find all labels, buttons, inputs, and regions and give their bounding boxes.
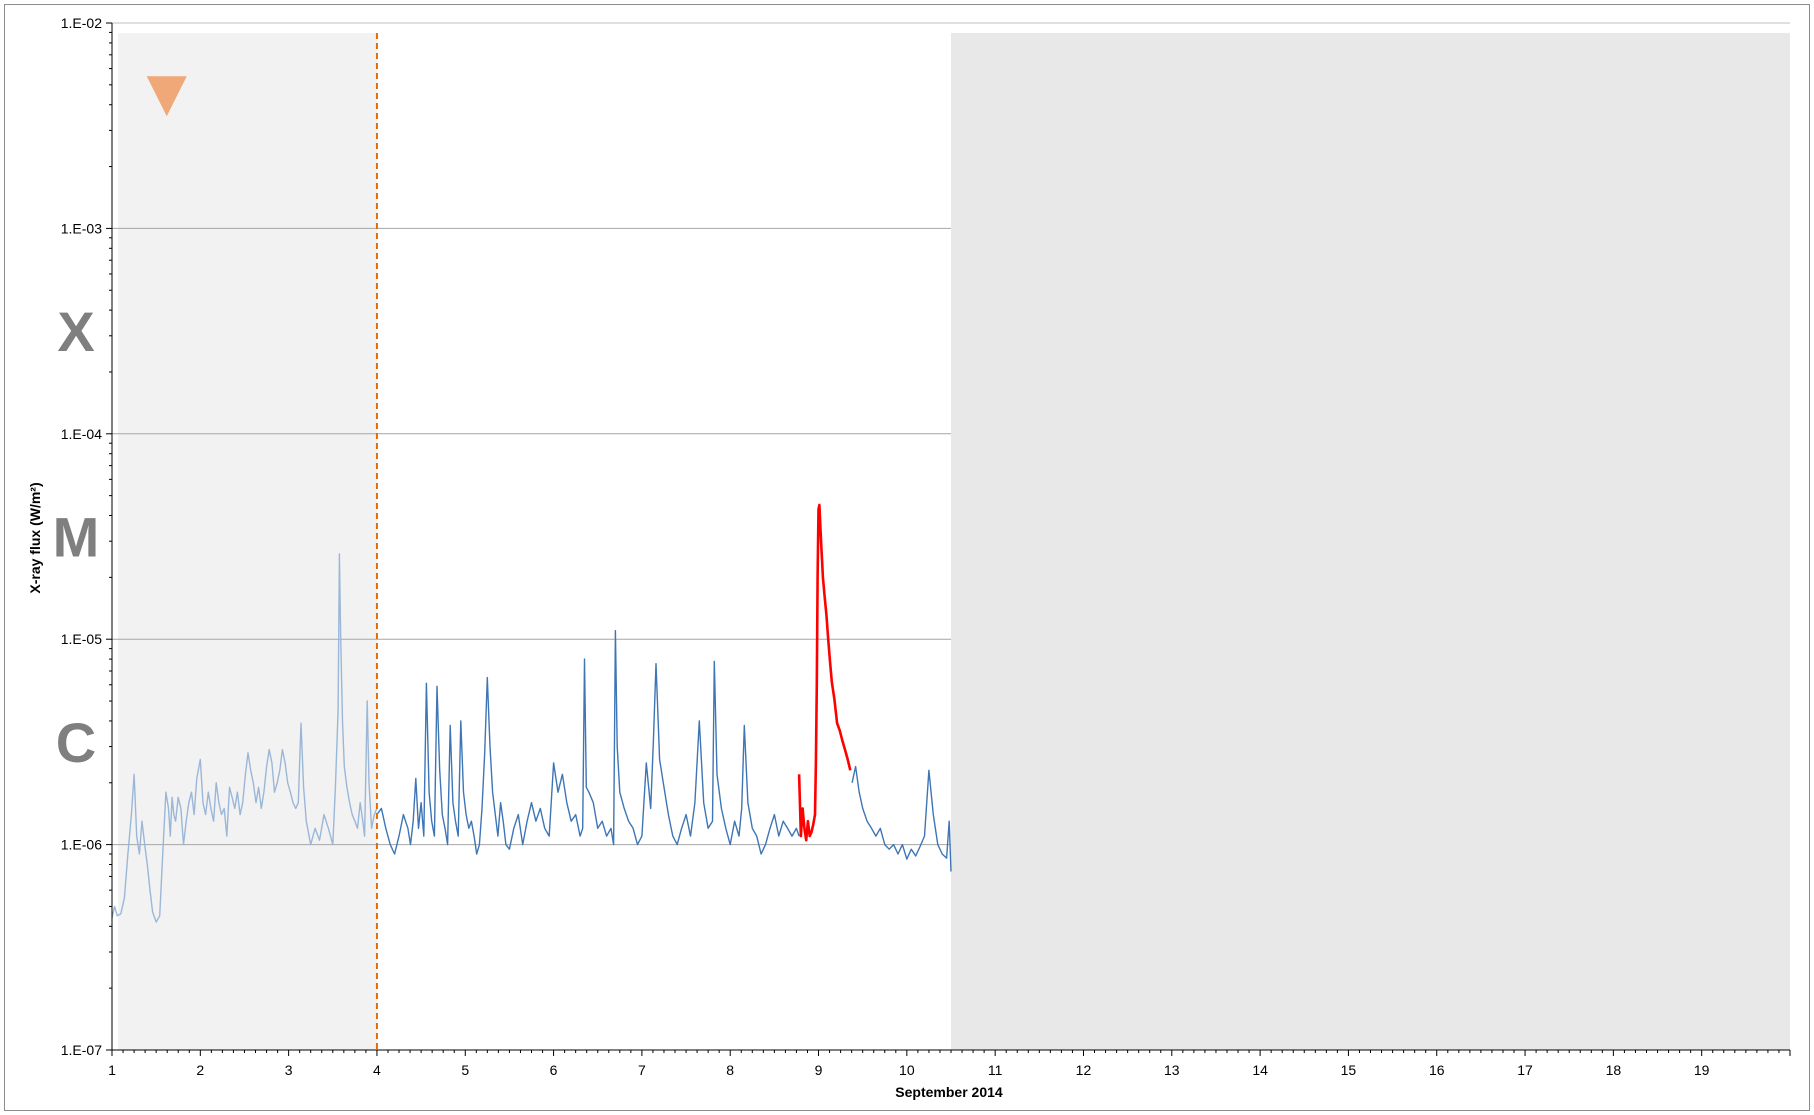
shaded-region: [951, 33, 1790, 1050]
x-tick-label: 16: [1429, 1062, 1445, 1078]
x-tick-label: 8: [726, 1062, 734, 1078]
x-tick-label: 6: [550, 1062, 558, 1078]
x-tick-label: 7: [638, 1062, 646, 1078]
x-tick-label: 4: [373, 1062, 381, 1078]
y-tick-label: 1.E-05: [61, 631, 102, 647]
x-tick-label: 2: [196, 1062, 204, 1078]
x-tick-label: 3: [285, 1062, 293, 1078]
series-lines: [111, 503, 952, 923]
series-line: [376, 630, 800, 855]
y-tick-label: 1.E-03: [61, 220, 102, 236]
shaded-regions: [118, 33, 1790, 1050]
shaded-region: [118, 33, 377, 1050]
y-axis-title: X-ray flux (W/m²): [27, 482, 43, 593]
x-tick-label: 1: [108, 1062, 116, 1078]
y-tick-label: 1.E-02: [61, 15, 102, 31]
x-tick-label: 10: [899, 1062, 915, 1078]
flare-class-label: X: [57, 300, 94, 363]
x-tick-label: 18: [1606, 1062, 1622, 1078]
y-tick-label: 1.E-07: [61, 1042, 102, 1058]
x-axis-title: September 2014: [895, 1084, 1003, 1100]
x-tick-label: 12: [1076, 1062, 1092, 1078]
x-tick-label: 5: [461, 1062, 469, 1078]
marker-triangle: [146, 76, 187, 117]
flare-class-labels: X M C: [53, 300, 100, 774]
x-tick-label: 9: [815, 1062, 823, 1078]
x-tick-label: 14: [1252, 1062, 1268, 1078]
axes: 1.E-071.E-061.E-051.E-041.E-031.E-021 2 3 4…: [61, 15, 1791, 1078]
x-tick-label: 15: [1341, 1062, 1357, 1078]
series-line: [111, 553, 378, 923]
x-tick-label: 11: [988, 1062, 1003, 1078]
y-tick-label: 1.E-04: [61, 426, 102, 442]
y-tick-label: 1.E-06: [61, 837, 102, 853]
series-line: [851, 765, 952, 872]
x-tick-label: 19: [1694, 1062, 1710, 1078]
series-line: [797, 503, 852, 842]
flare-class-label: M: [53, 506, 100, 569]
flare-class-label: C: [56, 711, 96, 774]
x-tick-label: 13: [1164, 1062, 1180, 1078]
annotations: [146, 33, 378, 1050]
x-tick-label: 17: [1517, 1062, 1533, 1078]
